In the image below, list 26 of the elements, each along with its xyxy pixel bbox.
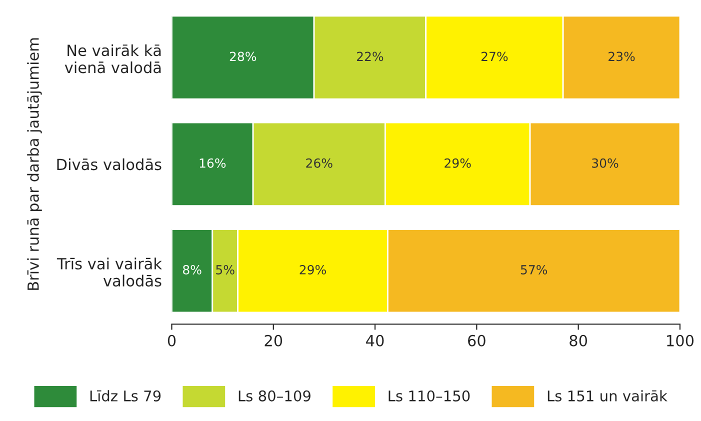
data-label: 27%: [481, 52, 508, 62]
data-label: 29%: [444, 158, 471, 168]
y-tick-label: Divās valodās: [57, 158, 162, 170]
data-label: 28%: [230, 52, 256, 62]
legend-label: Līdz Ls 79: [90, 390, 161, 402]
x-tick-label: 40: [366, 334, 384, 346]
legend-label: Ls 151 un vairāk: [548, 390, 668, 402]
legend-label: Ls 110–150: [388, 390, 470, 402]
data-label: 5%: [216, 265, 234, 274]
y-tick-label: Ne vairāk kā vienā valodā: [64, 44, 161, 74]
y-axis-title: Brīvi runā par darba jautājumiem: [27, 38, 42, 290]
data-label: 23%: [608, 52, 635, 62]
data-label: 22%: [356, 52, 384, 62]
data-label: 57%: [520, 265, 548, 274]
x-tick-label: 80: [570, 334, 588, 346]
data-label: 30%: [592, 158, 618, 168]
data-label: 26%: [306, 158, 332, 168]
x-tick-label: 100: [667, 334, 694, 346]
data-label: 8%: [183, 265, 202, 274]
x-tick-label: 60: [468, 334, 486, 346]
x-tick-label: 20: [264, 334, 282, 346]
y-tick-label: Trīs vai vairāk valodās: [56, 258, 162, 287]
data-label: 16%: [200, 158, 226, 168]
data-label: 29%: [300, 265, 326, 274]
x-tick-label: 0: [168, 334, 176, 346]
legend-label: Ls 80–109: [238, 390, 310, 402]
